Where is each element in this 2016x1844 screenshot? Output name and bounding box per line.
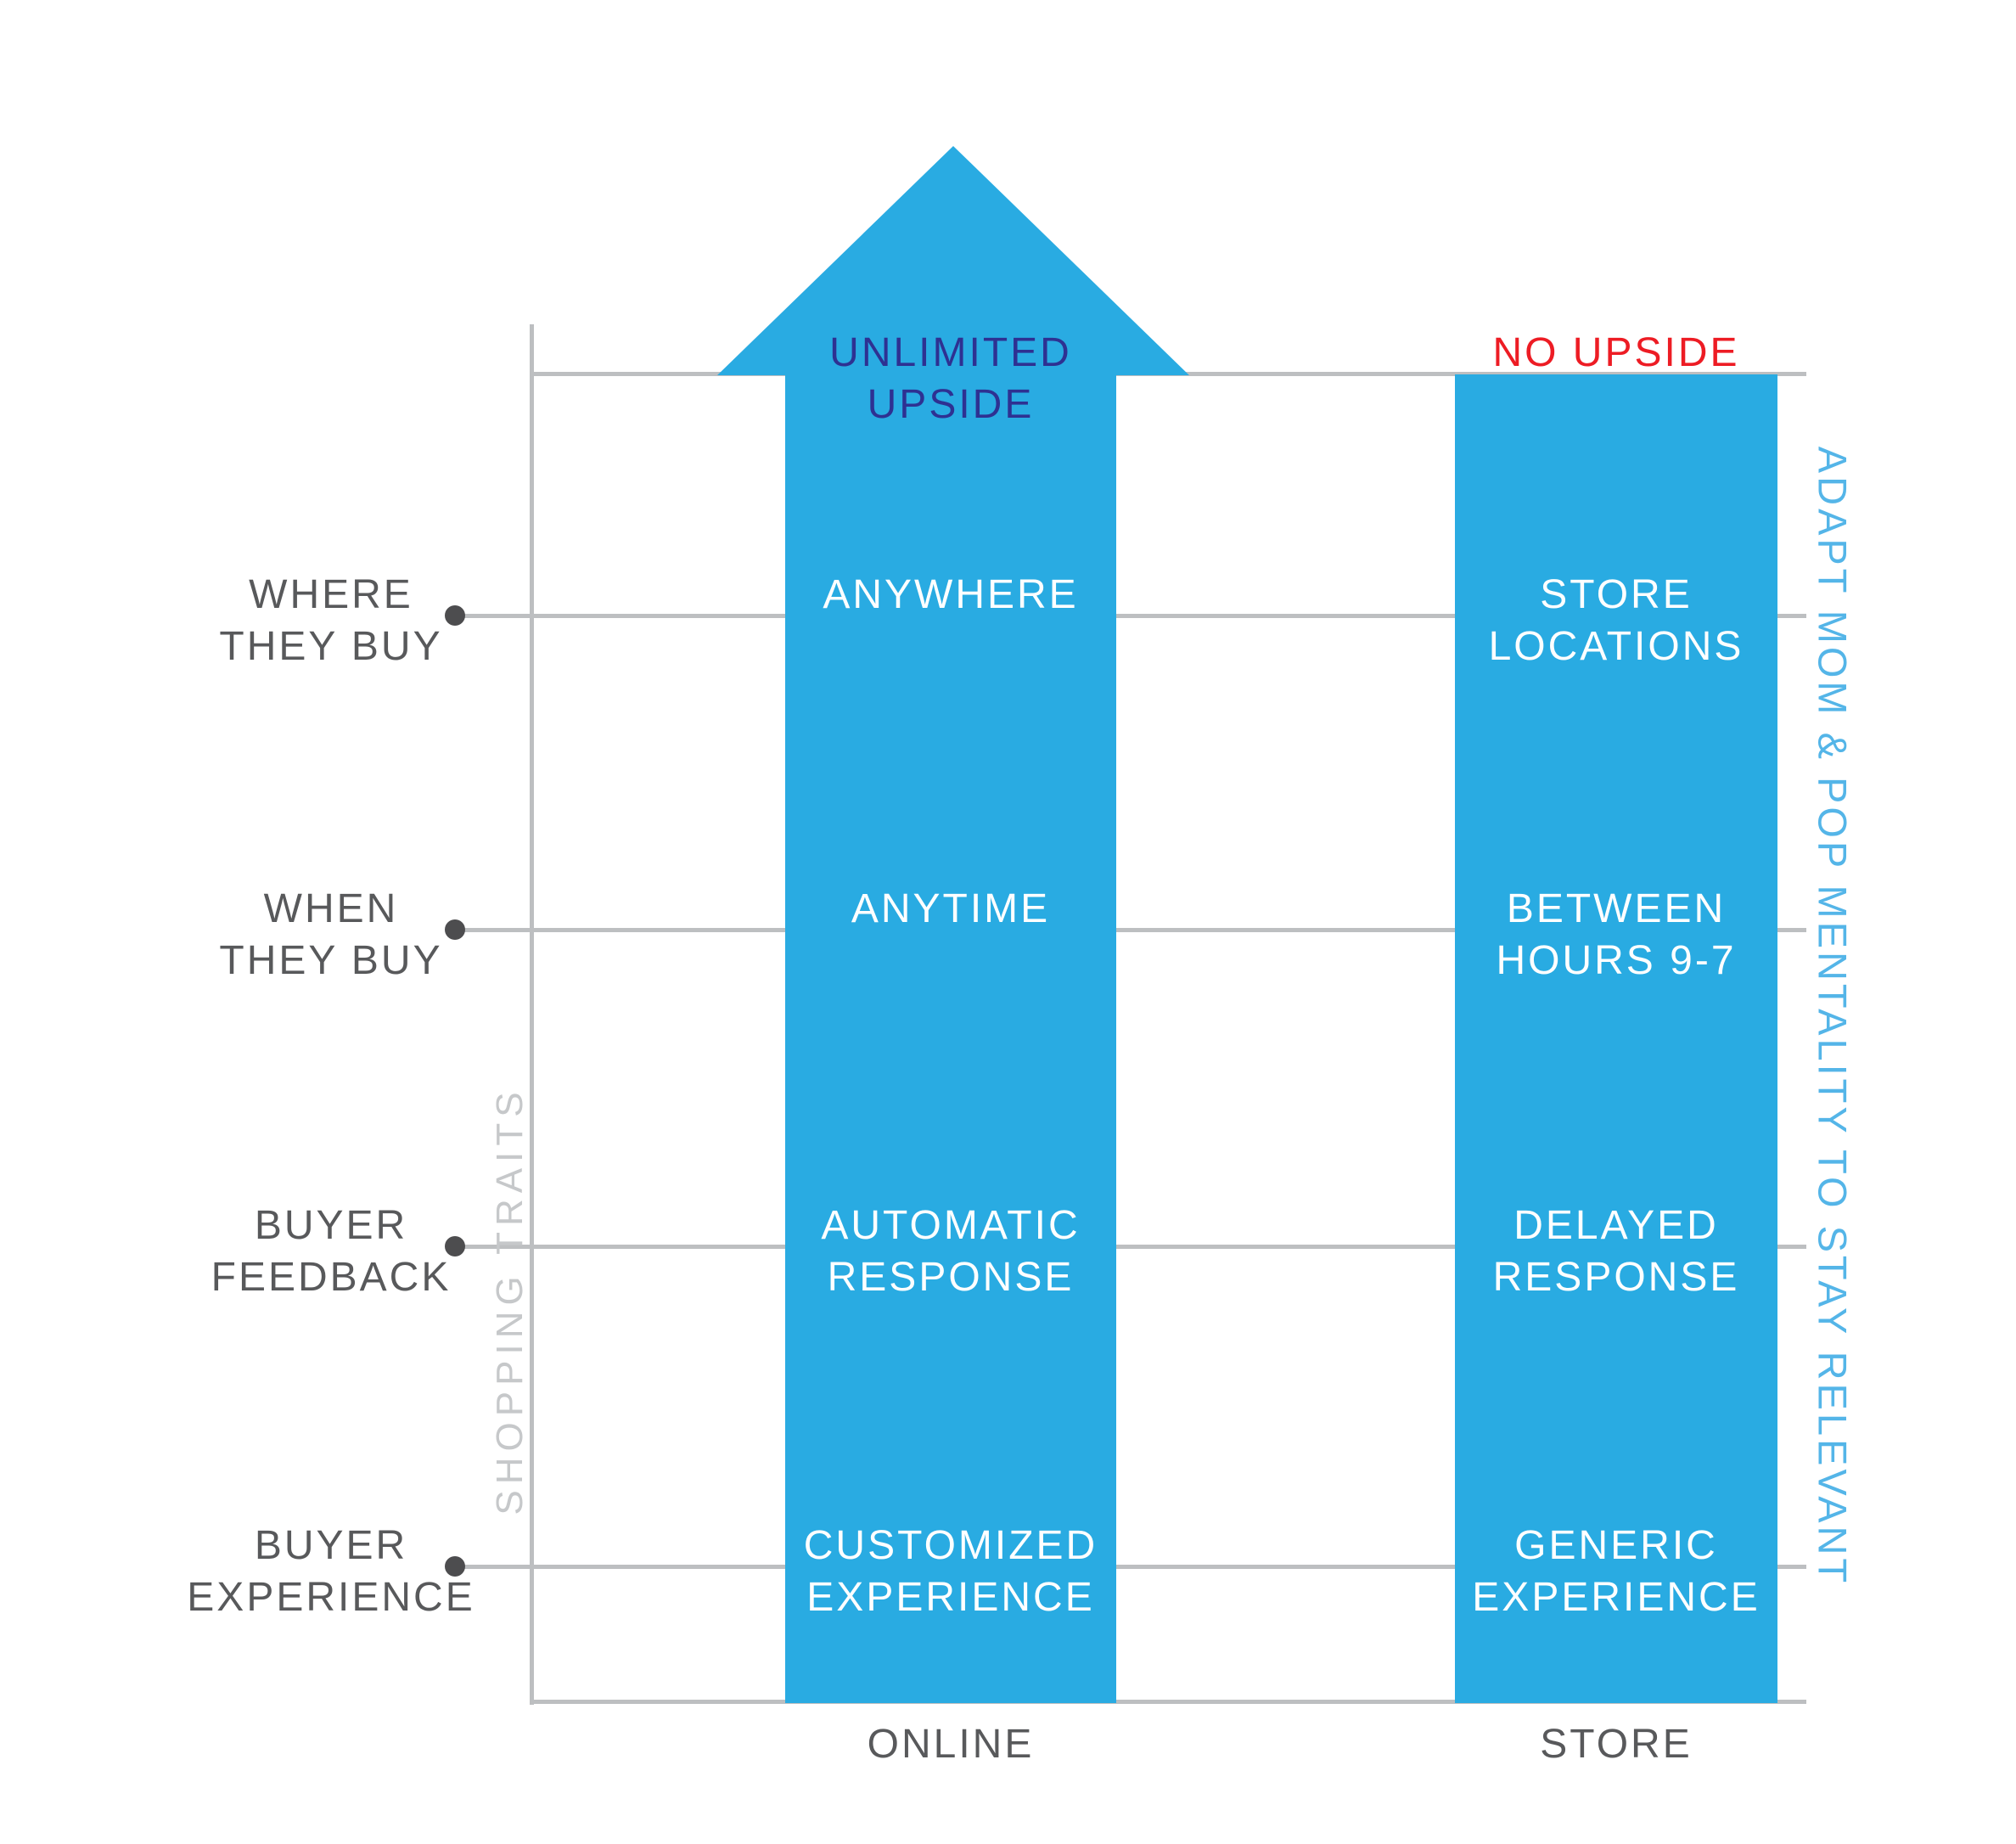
unlimited-upside-label: UNLIMITED UPSIDE xyxy=(785,327,1116,430)
cell-line: BETWEEN xyxy=(1506,886,1727,931)
unlimited-upside-line1: UNLIMITED xyxy=(829,330,1072,375)
online-cell-anywhere: ANYWHERE xyxy=(823,572,1079,617)
cell-line: AUTOMATIC xyxy=(821,1203,1081,1248)
trait-label-line: BUYER xyxy=(254,1523,408,1568)
unlimited-upside-line2: UPSIDE xyxy=(867,382,1035,427)
online-cell-anytime: ANYTIME xyxy=(851,886,1051,931)
cell-line: GENERIC xyxy=(1514,1523,1718,1568)
trait-label-line: WHERE xyxy=(249,572,413,617)
trait-label-buyer-feedback: BUYER FEEDBACK xyxy=(136,1200,526,1303)
y-axis-line xyxy=(530,324,534,1705)
grid-line-when-they-buy xyxy=(455,928,1806,932)
cell-line: HOURS 9-7 xyxy=(1496,938,1737,983)
online-cell-automatic-response: AUTOMATIC RESPONSE xyxy=(785,1200,1116,1303)
trait-label-line: EXPERIENCE xyxy=(187,1575,475,1620)
store-cell-generic-experience: GENERIC EXPERIENCE xyxy=(1455,1520,1777,1623)
store-column-label: STORE xyxy=(1540,1722,1693,1767)
cell-line: EXPERIENCE xyxy=(1472,1575,1760,1620)
grid-line-where-they-buy xyxy=(455,614,1806,618)
trait-label-line: THEY BUY xyxy=(219,938,443,983)
trait-label-line: BUYER xyxy=(254,1203,408,1248)
online-column-label: ONLINE xyxy=(867,1722,1035,1767)
shopping-traits-axis-label: SHOPPING TRAITS xyxy=(489,1086,531,1515)
adapt-mentality-side-label: ADAPT MOM & POP MENTALITY TO STAY RELEVA… xyxy=(1810,446,1856,1587)
trait-label-when-they-buy: WHEN THEY BUY xyxy=(136,883,526,987)
trait-label-line: WHEN xyxy=(263,886,399,931)
store-column-bar xyxy=(1455,374,1777,1703)
grid-line-buyer-feedback xyxy=(455,1245,1806,1249)
row-marker-dot xyxy=(445,1556,465,1577)
row-marker-dot xyxy=(445,1236,465,1257)
cell-line: CUSTOMIZED xyxy=(803,1523,1098,1568)
no-upside-label: NO UPSIDE xyxy=(1492,330,1740,375)
x-axis-line xyxy=(530,1700,1806,1704)
cell-line: RESPONSE xyxy=(827,1255,1075,1300)
online-cell-customized-experience: CUSTOMIZED EXPERIENCE xyxy=(785,1520,1116,1623)
cell-line: RESPONSE xyxy=(1492,1255,1740,1300)
trait-label-buyer-experience: BUYER EXPERIENCE xyxy=(136,1520,526,1623)
store-cell-store-locations: STORE LOCATIONS xyxy=(1455,569,1777,672)
trait-label-where-they-buy: WHERE THEY BUY xyxy=(136,569,526,672)
row-marker-dot xyxy=(445,919,465,940)
trait-label-line: THEY BUY xyxy=(219,624,443,669)
store-cell-delayed-response: DELAYED RESPONSE xyxy=(1455,1200,1777,1303)
grid-line-buyer-experience xyxy=(455,1565,1806,1569)
store-cell-between-hours: BETWEEN HOURS 9-7 xyxy=(1455,883,1777,987)
row-marker-dot xyxy=(445,605,465,626)
online-column-bar xyxy=(785,374,1116,1703)
trait-label-line: FEEDBACK xyxy=(211,1255,452,1300)
cell-line: STORE xyxy=(1540,572,1693,617)
cell-line: EXPERIENCE xyxy=(806,1575,1095,1620)
cell-line: DELAYED xyxy=(1513,1203,1719,1248)
cell-line: LOCATIONS xyxy=(1488,624,1744,669)
